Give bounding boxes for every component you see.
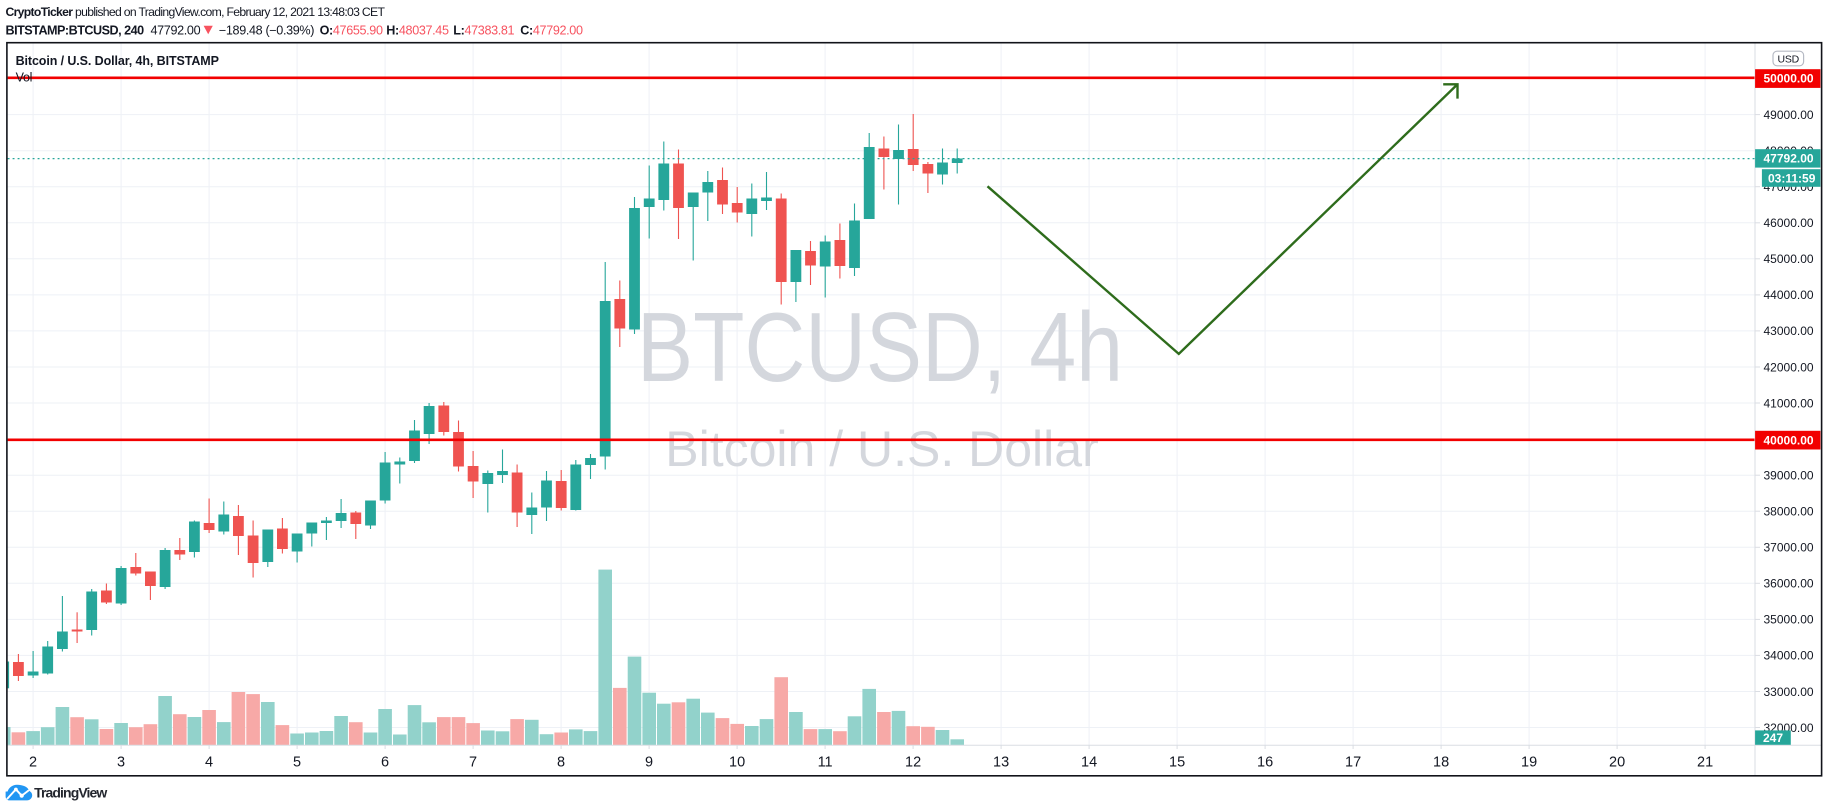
svg-text:46000.00: 46000.00 (1764, 216, 1814, 230)
svg-text:247: 247 (1763, 731, 1783, 745)
svg-text:18: 18 (1433, 755, 1449, 771)
svg-text:43000.00: 43000.00 (1764, 324, 1814, 338)
svg-text:39000.00: 39000.00 (1764, 469, 1814, 483)
svg-text:49000.00: 49000.00 (1764, 108, 1814, 122)
svg-text:12: 12 (905, 755, 921, 771)
svg-text:33000.00: 33000.00 (1764, 685, 1814, 699)
svg-text:10: 10 (729, 755, 745, 771)
svg-text:45000.00: 45000.00 (1764, 252, 1814, 266)
svg-text:16: 16 (1257, 755, 1273, 771)
svg-text:H:48037.45: H:48037.45 (386, 24, 449, 38)
svg-text:03:11:59: 03:11:59 (1768, 171, 1816, 185)
svg-text:Vol: Vol (16, 71, 32, 85)
svg-text:2: 2 (29, 755, 37, 771)
svg-text:Bitcoin / U.S. Dollar, 4h, BIT: Bitcoin / U.S. Dollar, 4h, BITSTAMP (16, 54, 219, 68)
svg-text:20: 20 (1609, 755, 1625, 771)
svg-text:9: 9 (645, 755, 653, 771)
svg-text:47792.00: 47792.00 (1764, 152, 1814, 166)
svg-text:L:47383.81: L:47383.81 (453, 24, 514, 38)
svg-text:21: 21 (1697, 755, 1713, 771)
svg-text:42000.00: 42000.00 (1764, 360, 1814, 374)
svg-text:44000.00: 44000.00 (1764, 288, 1814, 302)
svg-text:−189.48 (−0.39%): −189.48 (−0.39%) (219, 24, 314, 38)
svg-text:38000.00: 38000.00 (1764, 505, 1814, 519)
svg-text:14: 14 (1081, 755, 1097, 771)
svg-text:50000.00: 50000.00 (1764, 72, 1814, 86)
svg-text:15: 15 (1169, 755, 1185, 771)
svg-text:36000.00: 36000.00 (1764, 577, 1814, 591)
svg-text:BTCUSD, 4h: BTCUSD, 4h (637, 293, 1123, 402)
svg-text:C:47792.00: C:47792.00 (520, 24, 583, 38)
svg-text:4: 4 (205, 755, 213, 771)
svg-text:37000.00: 37000.00 (1764, 541, 1814, 555)
svg-text:17: 17 (1345, 755, 1361, 771)
svg-text:6: 6 (381, 755, 389, 771)
svg-text:47792.00: 47792.00 (151, 24, 201, 38)
svg-text:8: 8 (557, 755, 565, 771)
svg-text:O:47655.90: O:47655.90 (320, 24, 383, 38)
svg-text:11: 11 (818, 755, 833, 771)
svg-text:34000.00: 34000.00 (1764, 649, 1814, 663)
svg-text:19: 19 (1521, 755, 1537, 771)
svg-text:41000.00: 41000.00 (1764, 396, 1814, 410)
svg-text:TradingView: TradingView (34, 784, 107, 800)
svg-text:BITSTAMP:BTCUSD, 240: BITSTAMP:BTCUSD, 240 (6, 24, 145, 38)
svg-text:7: 7 (469, 755, 477, 771)
svg-text:40000.00: 40000.00 (1764, 433, 1814, 447)
svg-text:Bitcoin / U.S. Dollar: Bitcoin / U.S. Dollar (665, 421, 1098, 477)
svg-text:CryptoTicker published on Trad: CryptoTicker published on TradingView.co… (6, 5, 386, 19)
svg-text:USD: USD (1778, 53, 1800, 65)
svg-text:5: 5 (293, 755, 301, 771)
svg-text:13: 13 (993, 755, 1009, 771)
svg-text:35000.00: 35000.00 (1764, 613, 1814, 627)
svg-text:3: 3 (117, 755, 125, 771)
